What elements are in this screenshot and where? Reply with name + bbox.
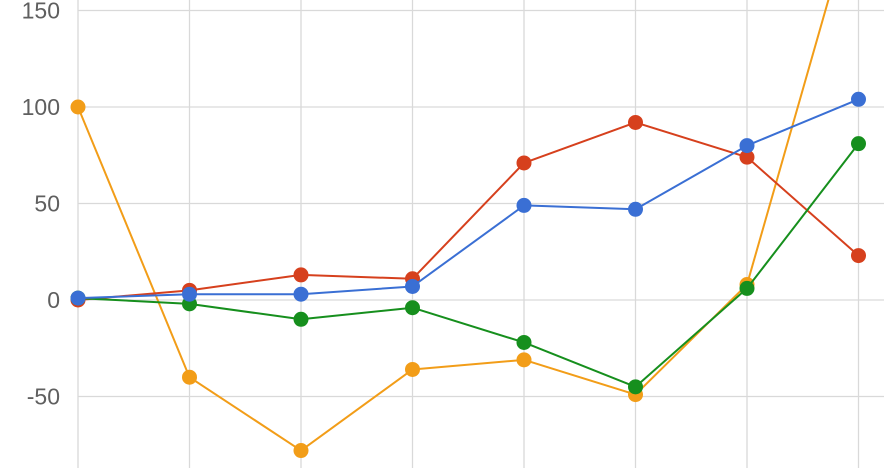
data-point[interactable] (851, 91, 866, 107)
data-point[interactable] (293, 311, 309, 327)
data-point[interactable] (851, 136, 866, 152)
data-point[interactable] (293, 286, 309, 302)
data-point[interactable] (182, 369, 197, 385)
data-point[interactable] (182, 286, 197, 302)
y-tick-label: 100 (22, 94, 60, 120)
data-point[interactable] (405, 300, 420, 316)
series-line (77, 143, 860, 388)
data-point[interactable] (516, 155, 532, 171)
series-line (77, 0, 830, 452)
series-group (70, 0, 866, 459)
data-point[interactable] (739, 149, 755, 165)
data-point[interactable] (293, 443, 309, 459)
data-point[interactable] (739, 280, 755, 296)
data-point[interactable] (628, 201, 643, 217)
data-point[interactable] (70, 290, 86, 306)
data-point[interactable] (628, 114, 643, 130)
y-axis-ticks: -50 0 50 100 150 (22, 0, 60, 410)
y-tick-label: -50 (27, 384, 60, 410)
data-point[interactable] (293, 267, 309, 283)
y-tick-label: 150 (22, 0, 60, 24)
data-point[interactable] (516, 197, 532, 213)
data-point[interactable] (851, 248, 866, 264)
y-tick-label: 50 (34, 191, 60, 217)
series-3 (70, 91, 866, 306)
data-point[interactable] (405, 278, 420, 294)
data-point[interactable] (516, 334, 532, 350)
data-point[interactable] (516, 352, 532, 368)
series-line (77, 98, 859, 300)
data-point[interactable] (628, 379, 643, 395)
series-1 (70, 114, 866, 308)
grid (77, 0, 884, 468)
series-line (77, 121, 860, 301)
data-point[interactable] (405, 361, 420, 377)
data-point[interactable] (70, 99, 86, 115)
data-point[interactable] (739, 138, 755, 154)
y-tick-label: 0 (47, 287, 60, 313)
